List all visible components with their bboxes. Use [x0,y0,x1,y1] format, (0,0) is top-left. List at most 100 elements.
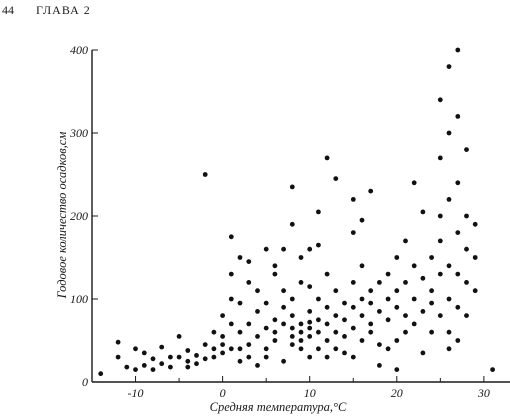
data-point [115,339,121,345]
data-point [464,213,469,219]
data-point [307,354,313,360]
data-point [168,354,173,360]
page-header: 44 ГЛАВА 2 [0,0,510,20]
data-point [324,354,330,360]
x-tick-label: -10 [128,386,144,400]
data-point [237,255,243,260]
data-point [446,346,452,352]
data-point [202,356,208,362]
data-point [185,364,191,370]
data-point [324,304,330,310]
data-points [98,47,495,377]
data-point [141,363,147,368]
data-point [368,329,374,335]
data-point [298,255,304,260]
data-point [281,304,286,310]
data-point [350,354,356,360]
data-point [272,271,278,277]
data-point [420,350,426,356]
data-point [385,271,391,277]
data-point [246,354,252,360]
y-tick-label: 100 [70,292,88,306]
data-point [133,346,138,352]
data-point [455,338,461,343]
data-point [228,234,234,240]
data-point [228,346,234,352]
data-point [455,271,461,277]
data-point [333,329,339,335]
data-point [298,338,304,343]
x-axis-title: Средняя температура,°С [210,400,347,414]
data-point [133,367,138,372]
data-point [246,321,252,327]
data-point [316,329,321,335]
data-point [281,358,286,364]
data-point [324,338,330,343]
data-point [403,238,408,244]
data-point [98,371,104,377]
data-point [394,288,400,294]
data-point [446,197,452,202]
data-point [437,213,443,219]
data-point [289,221,295,227]
data-point [359,338,365,343]
y-tick-label: 300 [69,126,88,140]
data-point [176,334,182,339]
data-point [316,209,321,215]
data-point [455,180,461,186]
data-point [472,288,478,294]
data-point [307,246,313,252]
data-point [472,221,478,227]
data-point [298,329,304,335]
data-point [342,317,347,323]
data-point [359,263,365,269]
data-point [307,325,313,331]
x-tick-label: 20 [391,386,403,400]
chapter-title: ГЛАВА 2 [36,3,91,17]
data-point [324,271,330,277]
data-point [255,363,260,368]
data-point [342,300,347,306]
data-point [342,350,347,356]
data-point [446,329,452,335]
data-point [359,296,365,302]
data-point [246,259,252,264]
data-point [220,350,226,356]
data-point [272,317,278,323]
data-point [228,296,234,302]
data-point [298,321,304,327]
data-point [194,353,199,358]
data-point [333,176,339,182]
data-point [437,155,443,161]
data-point [272,329,278,335]
data-point [350,197,356,202]
data-point [211,329,217,335]
data-point [211,346,217,352]
data-point [324,321,330,327]
data-point [263,346,269,352]
data-point [403,280,408,285]
data-point [141,350,147,356]
data-point [333,346,339,352]
data-point [411,263,417,269]
page-number: 44 [2,3,14,17]
y-tick-label: 200 [70,209,88,223]
data-point [272,263,278,269]
data-point [289,296,295,302]
data-point [333,313,339,318]
data-point [298,346,304,352]
data-point [220,334,226,339]
data-point [281,321,286,327]
data-point [377,342,382,347]
data-point [455,230,461,236]
data-point [202,172,208,177]
data-point [316,317,321,323]
data-point [220,313,226,318]
data-point [385,296,391,302]
data-point [263,354,269,360]
data-point [437,97,443,103]
data-point [411,321,417,327]
data-point [263,300,269,306]
data-point [289,342,295,347]
